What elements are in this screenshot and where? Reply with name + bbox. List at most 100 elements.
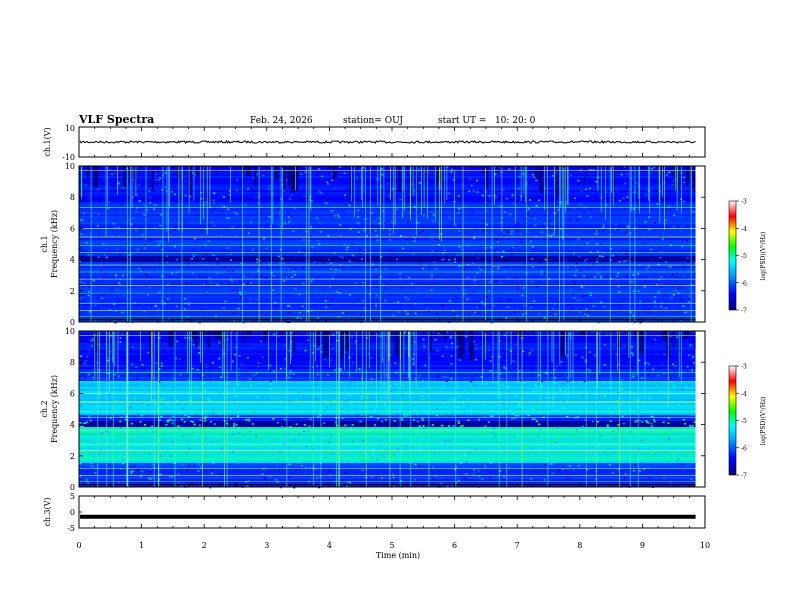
spectrogram-speckle — [86, 439, 88, 441]
spectrogram-speckle — [180, 433, 182, 435]
spectrogram-speckle — [597, 394, 599, 396]
spectrogram-speckle — [349, 294, 351, 296]
spectrogram-speckle — [114, 172, 116, 174]
colorbar-tick-label: -5 — [741, 418, 747, 425]
spectrogram-speckle — [407, 313, 409, 315]
spectrogram-speckle — [295, 257, 297, 259]
spectrogram-speckle — [157, 191, 159, 193]
spectrogram-speckle — [236, 269, 238, 271]
spectrogram-speckle — [555, 442, 557, 444]
spectrogram-speckle — [351, 301, 353, 303]
spectrogram-speckle — [666, 174, 668, 176]
spectrogram-speckle — [269, 476, 271, 478]
spectrogram-speckle — [683, 201, 685, 203]
colorbar-tick-label: -7 — [741, 308, 747, 315]
spectrogram-speckle — [560, 390, 562, 392]
spectrogram-speckle — [293, 379, 295, 381]
spectrogram-speckle — [614, 211, 616, 213]
spectrogram-speckle — [384, 287, 386, 289]
ch1-spectrogram-ylabel-channel: ch.1 — [40, 235, 49, 252]
spectrogram-speckle — [615, 189, 617, 191]
spectrogram-speckle — [519, 377, 521, 379]
spectrogram-speckle — [675, 296, 677, 298]
spectrogram-speckle — [433, 387, 435, 389]
spectrogram-speckle — [147, 179, 149, 181]
spectrogram-speckle — [506, 208, 508, 210]
spectrogram-speckle — [357, 387, 359, 389]
spectrogram-speckle — [515, 277, 517, 279]
spectrogram-speckle — [523, 305, 525, 307]
spectrogram-speckle — [378, 223, 380, 225]
spectrogram-speckle — [419, 466, 421, 468]
spectrogram-speckle — [137, 356, 139, 358]
spectrogram-speckle — [155, 306, 157, 308]
spectrogram-speckle — [246, 394, 248, 396]
spectrogram-speckle — [454, 414, 456, 416]
spectrogram-speckle — [119, 421, 121, 423]
spectrogram-speckle — [571, 226, 573, 228]
spectrogram-dark-block — [152, 166, 154, 190]
spectrogram-speckle — [480, 269, 482, 271]
spectrogram-speckle — [491, 356, 493, 358]
spectrogram-speckle — [472, 390, 474, 392]
spectrogram-speckle — [653, 299, 655, 301]
spectrogram-speckle — [559, 469, 561, 471]
spectrogram-speckle — [160, 214, 162, 216]
spectrogram-speckle — [570, 290, 572, 292]
spectrogram-speckle — [210, 282, 212, 284]
spectrogram-dark-block — [263, 331, 266, 341]
spectrogram-speckle — [239, 355, 241, 357]
spectrogram-speckle — [184, 415, 186, 417]
spectrogram-speckle — [426, 308, 428, 310]
spectrogram-speckle — [289, 350, 291, 352]
spectrogram-speckle — [353, 339, 355, 341]
spectrogram-speckle — [632, 274, 634, 276]
spectrogram-speckle — [666, 209, 668, 211]
spectrogram-speckle — [522, 388, 524, 390]
spectrogram-speckle — [177, 473, 179, 475]
spectrogram-speckle — [339, 256, 341, 258]
spectrogram-speckle — [269, 365, 271, 367]
spectrogram-speckle — [619, 183, 621, 185]
spectrogram-speckle — [205, 254, 207, 256]
spectrogram-speckle — [257, 438, 259, 440]
spectrogram-speckle — [156, 240, 158, 242]
spectrogram-speckle — [85, 200, 87, 202]
spectrogram-speckle — [596, 193, 598, 195]
spectrogram-speckle — [325, 202, 327, 204]
spectrogram-speckle — [108, 447, 110, 449]
spectrogram-speckle — [580, 198, 582, 200]
spectrogram-speckle — [323, 200, 325, 202]
spectrogram-speckle — [556, 204, 558, 206]
spectrogram-speckle — [501, 459, 503, 461]
spectrogram-speckle — [422, 339, 424, 341]
spectrogram-speckle — [390, 249, 392, 251]
spectrogram-speckle — [501, 378, 503, 380]
spectrogram-speckle — [177, 202, 179, 204]
spectrogram-speckle — [648, 375, 650, 377]
spectrogram-speckle — [631, 281, 633, 283]
spectrogram-speckle — [352, 362, 354, 364]
spectrogram-speckle — [209, 400, 211, 402]
spectrogram-dark-block — [86, 166, 88, 177]
spectrogram-speckle — [678, 433, 680, 435]
spectrogram-speckle — [446, 346, 448, 348]
spectrogram-speckle — [122, 275, 124, 277]
spectrogram-speckle — [414, 437, 416, 439]
spectrogram-speckle — [538, 424, 540, 426]
spectrogram-speckle — [557, 357, 559, 359]
spectrogram-speckle — [100, 349, 102, 351]
spectrogram-speckle — [573, 281, 575, 283]
spectrogram-speckle — [552, 308, 554, 310]
spectrogram-speckle — [423, 340, 425, 342]
spectrogram-speckle — [664, 354, 666, 356]
spectrogram-speckle — [93, 482, 95, 484]
spectrogram-speckle — [304, 424, 306, 426]
spectrogram-speckle — [188, 482, 190, 484]
spectrogram-speckle — [578, 396, 580, 398]
spectrogram-speckle — [103, 178, 105, 180]
spectrogram-speckle — [119, 389, 121, 391]
spectrogram-speckle — [240, 246, 242, 248]
spectrogram-speckle — [256, 259, 258, 261]
spectrogram-speckle — [417, 421, 419, 423]
